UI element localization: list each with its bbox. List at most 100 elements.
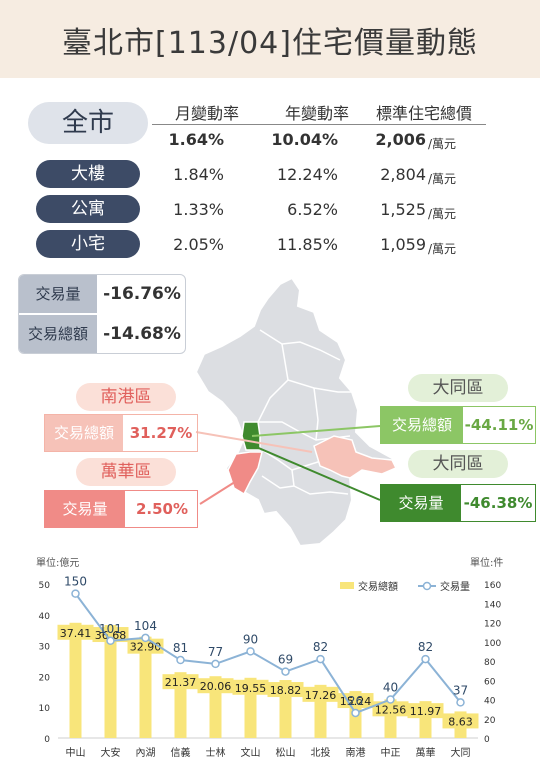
bar-amount	[139, 636, 152, 738]
line-point-volume	[176, 655, 185, 665]
bar-value-label: 19.55	[235, 682, 267, 695]
line-point-volume	[281, 667, 290, 676]
summary-amount-value: -14.68%	[103, 324, 181, 344]
callout-datong-amount-label: 交易總額	[381, 407, 463, 443]
bar-value-label-bg	[232, 679, 269, 695]
bar-value-label: 36.68	[95, 629, 127, 642]
bar-value-label-bg	[337, 693, 374, 709]
callout-nangang-label: 交易總額	[45, 415, 123, 451]
summary-amount-row: 交易總額 -14.68%	[19, 315, 185, 353]
category-label: 內湖	[136, 747, 156, 759]
bar-value-label-bg	[302, 686, 339, 702]
line-value-label: 40	[383, 681, 398, 695]
leader-line-datong-amount	[251, 425, 381, 437]
line-point-volume	[421, 654, 430, 664]
bar-value-label: 21.37	[165, 676, 197, 689]
line-point-volume	[351, 708, 360, 718]
category-label: 南港	[346, 746, 366, 759]
left-tick-label: 50	[39, 581, 51, 591]
summary-volume-label: 交易量	[19, 275, 97, 313]
apartment-price: 1,525	[380, 200, 426, 219]
legend-marker-volume	[422, 581, 432, 591]
category-label: 士林	[206, 746, 226, 759]
left-tick-label: 20	[39, 673, 51, 683]
callout-datong-amount-box: 交易總額 -44.11%	[380, 406, 536, 444]
line-value-label: 90	[243, 632, 258, 646]
right-tick-label: 120	[484, 620, 501, 630]
line-point-volume	[211, 659, 220, 669]
bar-value-label-bg	[197, 678, 234, 694]
bar-value-label-bg	[162, 674, 199, 690]
building-price-unit: /萬元	[428, 172, 457, 186]
bar-value-label: 12.56	[375, 703, 407, 716]
row-label-all-city: 全市	[28, 102, 148, 144]
bar-value-label: 37.41	[60, 627, 92, 640]
bar-value-label-bg	[442, 713, 479, 729]
summary-volume-row: 交易量 -16.76%	[19, 275, 185, 313]
line-point-volume	[386, 695, 395, 704]
right-tick-label: 0	[484, 735, 490, 745]
building-price: 2,804	[380, 165, 426, 184]
callout-datong-amount-value: -44.11%	[464, 416, 534, 434]
all-price-unit: /萬元	[428, 137, 457, 151]
bar-amount	[69, 622, 82, 738]
callout-wanhua-value: 2.50%	[135, 500, 189, 518]
category-label: 萬華	[416, 746, 436, 759]
header-month-change: 月變動率	[174, 104, 239, 123]
small-price: 1,059	[380, 235, 426, 254]
bar-value-label: 15.24	[340, 695, 372, 708]
line-value-label: 37	[453, 683, 468, 697]
line-value-label: 69	[278, 653, 293, 667]
line-point-volume	[106, 636, 115, 646]
category-label: 中山	[66, 746, 86, 759]
apartment-month-change: 1.33%	[173, 200, 224, 219]
summary-volume-value: -16.76%	[103, 284, 181, 304]
category-label: 大同	[451, 746, 471, 759]
legend-label-amount: 交易總額	[358, 580, 398, 593]
building-month-change: 1.84%	[173, 165, 224, 184]
bar-value-label-bg	[372, 701, 409, 717]
leader-line-datong-volume	[253, 445, 381, 501]
line-volume	[74, 593, 462, 715]
district-borders	[257, 329, 352, 495]
callout-datong-volume-label: 交易量	[381, 485, 461, 521]
row-label-building: 大樓	[36, 160, 140, 188]
building-year-change: 12.24%	[276, 165, 338, 184]
line-value-label: 101	[99, 622, 122, 636]
callout-datong-volume-box: 交易量 -46.38%	[380, 484, 536, 522]
bar-value-label: 17.26	[305, 689, 337, 702]
line-point-volume	[141, 633, 150, 643]
all-year-change: 10.04%	[271, 130, 338, 149]
right-tick-label: 20	[484, 716, 496, 726]
line-value-label: 82	[418, 640, 433, 654]
category-label: 信義	[171, 746, 191, 759]
category-label: 北投	[311, 746, 331, 759]
right-tick-label: 140	[484, 600, 501, 610]
callout-nangang-district: 南港區	[76, 383, 176, 411]
city-summary-box: 交易量 -16.76% 交易總額 -14.68%	[18, 274, 186, 354]
left-tick-label: 10	[39, 704, 51, 714]
category-label: 文山	[241, 746, 261, 759]
bar-value-label-bg	[57, 624, 94, 640]
nangang-district	[313, 435, 398, 479]
page-title: 臺北市[113/04]住宅價量動態	[62, 26, 478, 61]
left-axis-unit: 單位:億元	[36, 556, 79, 569]
category-label: 松山	[276, 746, 296, 759]
line-value-label: 77	[208, 645, 223, 659]
map-outline	[194, 276, 400, 548]
small-year-change: 11.85%	[276, 235, 338, 254]
all-price: 2,006	[375, 130, 426, 149]
leader-line-wanhua	[199, 479, 239, 505]
apartment-year-change: 6.52%	[287, 200, 338, 219]
line-value-label: 150	[64, 575, 87, 589]
row-label-apartment: 公寓	[36, 195, 140, 223]
left-tick-label: 40	[39, 612, 51, 622]
right-tick-label: 80	[484, 658, 496, 668]
line-value-label: 104	[134, 619, 157, 633]
category-label: 大安	[101, 746, 121, 759]
header-standard-price: 標準住宅總價	[375, 104, 472, 123]
callout-datong-amount-district: 大同區	[408, 374, 508, 402]
line-point-volume	[316, 654, 325, 664]
right-tick-label: 160	[484, 581, 501, 591]
